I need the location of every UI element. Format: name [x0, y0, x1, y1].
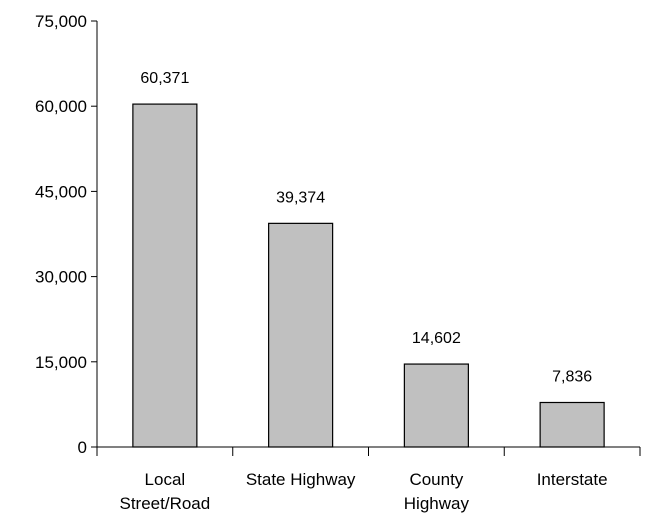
bar [269, 223, 333, 447]
y-tick-label: 75,000 [35, 12, 87, 31]
x-axis-ticks [97, 447, 640, 456]
category-labels: Local Street/Road State Highway County Highw… [120, 470, 608, 513]
y-tick-label: 30,000 [35, 268, 87, 287]
bar-value-label: 60,371 [140, 70, 189, 87]
y-tick-label: 0 [78, 438, 87, 457]
category-label: Interstate [537, 470, 608, 489]
y-tick-label: 45,000 [35, 182, 87, 201]
bar [133, 104, 197, 447]
category-label: State Highway [246, 470, 356, 489]
y-axis-ticks: 0 15,000 30,000 45,000 60,000 75,000 [35, 12, 97, 457]
bar-value-label: 39,374 [276, 189, 325, 206]
bar-value-label: 14,602 [412, 330, 461, 347]
y-tick-label: 15,000 [35, 353, 87, 372]
bars [133, 104, 604, 447]
category-label: County Highway [404, 470, 470, 513]
bar-value-label: 7,836 [552, 368, 592, 385]
y-tick-label: 60,000 [35, 97, 87, 116]
bar [540, 402, 604, 447]
category-label: Local Street/Road [120, 470, 211, 513]
bar [404, 364, 468, 447]
data-labels: 60,371 39,374 14,602 7,836 [140, 70, 592, 385]
